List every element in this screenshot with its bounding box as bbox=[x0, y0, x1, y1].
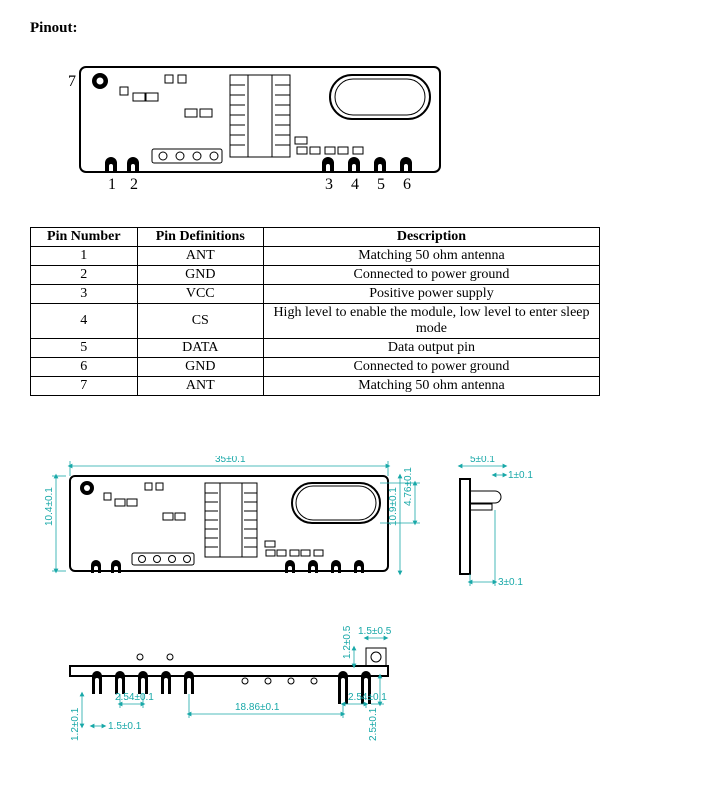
dim-height: 10.4±0.1 bbox=[44, 487, 55, 526]
dim-pin-h1: 1.2±0.1 bbox=[70, 707, 81, 741]
pinout-board-diagram: 7 1 2 3 4 5 6 bbox=[60, 57, 671, 212]
dimension-diagram: 35±0.1 10.4±0.1 10. bbox=[30, 456, 671, 781]
dim-side-inset: 1±0.1 bbox=[508, 470, 533, 481]
table-row: 5DATAData output pin bbox=[31, 339, 600, 358]
dim-pin-h2: 2.5±0.1 bbox=[368, 707, 379, 741]
pin-4-label: 4 bbox=[351, 176, 359, 193]
dim-comp-h: 4.76±0.1 bbox=[403, 467, 414, 506]
pin-7-label: 7 bbox=[68, 73, 76, 90]
pin-2-label: 2 bbox=[130, 176, 138, 193]
table-row: 2GNDConnected to power ground bbox=[31, 266, 600, 285]
table-row: 7ANTMatching 50 ohm antenna bbox=[31, 377, 600, 396]
pin-3-label: 3 bbox=[325, 176, 333, 193]
dim-height-r: 10.9±0.1 bbox=[388, 487, 399, 526]
pin-5-label: 5 bbox=[377, 176, 385, 193]
dim-side-w: 5±0.1 bbox=[470, 456, 495, 465]
dim-width: 35±0.1 bbox=[215, 456, 246, 465]
pin-1-label: 1 bbox=[108, 176, 116, 193]
dim-pitch1: 2.54±0.1 bbox=[115, 692, 154, 703]
table-row: 3VCCPositive power supply bbox=[31, 285, 600, 304]
dim-top-drop: 1.2±0.5 bbox=[342, 625, 353, 659]
pinout-table: Pin Number Pin Definitions Description 1… bbox=[30, 227, 600, 396]
dim-side-b: 3±0.1 bbox=[498, 577, 523, 588]
dim-pitch2: 2.54±0.1 bbox=[348, 692, 387, 703]
table-row: 6GNDConnected to power ground bbox=[31, 358, 600, 377]
dim-svg: 35±0.1 10.4±0.1 10. bbox=[30, 456, 590, 776]
th-pin-def: Pin Definitions bbox=[137, 228, 263, 247]
dim-span: 18.86±0.1 bbox=[235, 702, 280, 713]
th-pin-number: Pin Number bbox=[31, 228, 138, 247]
section-title: Pinout: bbox=[30, 20, 671, 37]
dim-pin-gap: 1.5±0.1 bbox=[108, 721, 142, 732]
board-svg: 7 1 2 3 4 5 6 bbox=[60, 57, 445, 207]
table-row: 1ANTMatching 50 ohm antenna bbox=[31, 247, 600, 266]
pin-6-label: 6 bbox=[403, 176, 411, 193]
dim-top-gap: 1.5±0.5 bbox=[358, 626, 392, 637]
table-row: 4CSHigh level to enable the module, low … bbox=[31, 304, 600, 339]
th-desc: Description bbox=[263, 228, 599, 247]
